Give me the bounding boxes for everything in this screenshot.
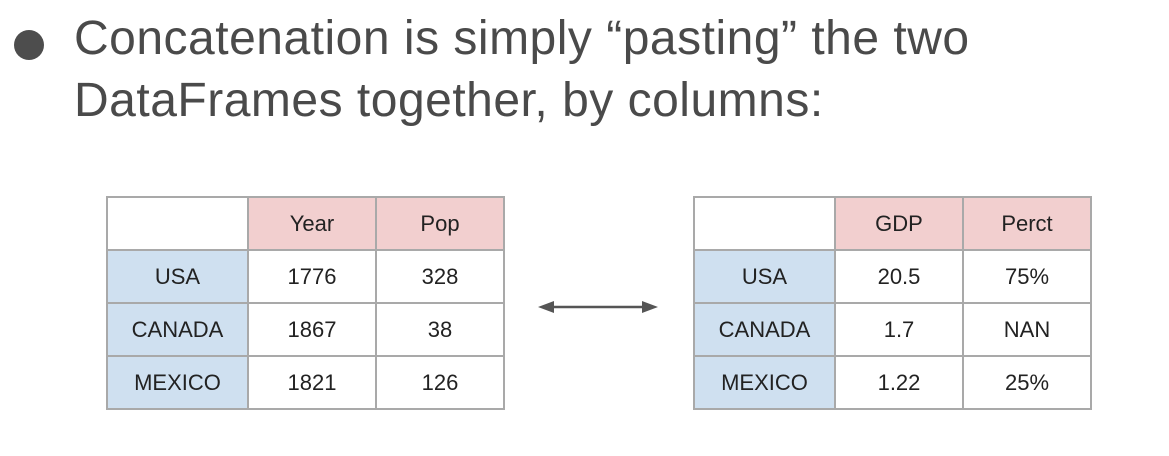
table-cell: NAN [962,302,1092,357]
double-arrow-icon [538,301,658,313]
row-index-canada: CANADA [693,302,836,357]
bullet-dot-icon [14,30,44,60]
row-index-usa: USA [106,249,249,304]
table-cell: 126 [375,355,505,410]
table-row: MEXICO 1821 126 [106,355,505,410]
table-cell: 1821 [247,355,377,410]
table-row: CANADA 1867 38 [106,302,505,357]
table-cell: 38 [375,302,505,357]
table-cell: 1.7 [834,302,964,357]
table-cell: 75% [962,249,1092,304]
table-corner-cell [106,196,249,251]
table-row: MEXICO 1.22 25% [693,355,1092,410]
right-dataframe-table: GDP Perct USA 20.5 75% CANADA 1.7 NAN ME… [693,196,1092,410]
table-cell: 20.5 [834,249,964,304]
table-cell: 1776 [247,249,377,304]
table-header-row: Year Pop [106,196,505,251]
bullet-text-line2: DataFrames together, by columns: [74,74,824,127]
table-row: USA 20.5 75% [693,249,1092,304]
table-cell: 328 [375,249,505,304]
column-header-gdp: GDP [834,196,964,251]
table-row: CANADA 1.7 NAN [693,302,1092,357]
column-header-perct: Perct [962,196,1092,251]
table-header-row: GDP Perct [693,196,1092,251]
row-index-mexico: MEXICO [693,355,836,410]
bullet-text: Concatenation is simply “pasting” the tw… [74,8,970,132]
row-index-mexico: MEXICO [106,355,249,410]
column-header-year: Year [247,196,377,251]
column-header-pop: Pop [375,196,505,251]
table-cell: 25% [962,355,1092,410]
table-cell: 1867 [247,302,377,357]
table-row: USA 1776 328 [106,249,505,304]
table-cell: 1.22 [834,355,964,410]
bullet-point: Concatenation is simply “pasting” the tw… [8,8,1158,132]
row-index-usa: USA [693,249,836,304]
left-dataframe-table: Year Pop USA 1776 328 CANADA 1867 38 MEX… [106,196,505,410]
table-corner-cell [693,196,836,251]
bullet-text-line1: Concatenation is simply “pasting” the tw… [74,12,970,65]
row-index-canada: CANADA [106,302,249,357]
